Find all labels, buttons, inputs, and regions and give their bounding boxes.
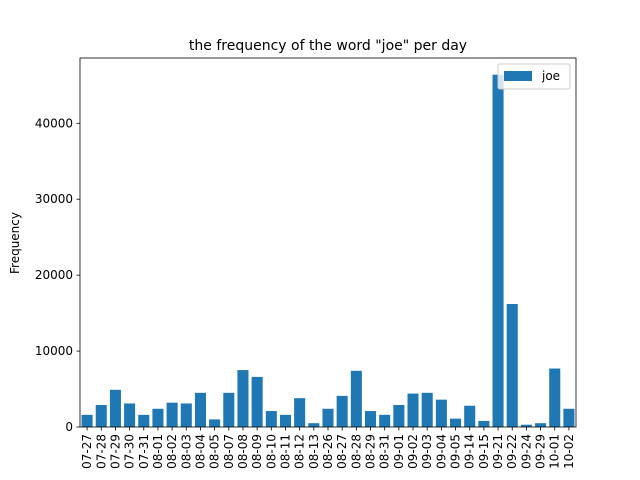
x-tick-label: 09-21 [491,434,505,469]
bar-08-27 [336,395,348,427]
legend-box [497,63,571,90]
y-tick-label: 0 [65,420,73,434]
x-tick-label: 07-29 [108,434,122,469]
legend: joe [497,63,571,90]
x-tick-label: 07-31 [137,434,151,469]
bar-09-02 [407,393,419,427]
x-tick-label: 08-28 [349,434,363,469]
x-tick-label: 09-03 [420,434,434,469]
bar-08-08 [237,370,249,427]
bar-08-09 [251,376,263,427]
x-tick-label: 09-24 [519,434,533,469]
bar-09-15 [478,420,490,427]
x-tick-label: 10-02 [562,434,576,469]
bar-08-28 [350,370,362,427]
bar-08-03 [180,403,192,427]
x-tick-label: 08-09 [250,434,264,469]
x-tick-label: 08-05 [208,434,222,469]
bar-09-21 [492,74,504,427]
x-tick-label: 07-30 [123,434,137,469]
bar-09-01 [393,404,405,427]
x-ticks-group: 07-27 07-28 07-29 07-30 07-31 08-01 08-02 08-03… [80,427,576,469]
bar-09-04 [435,399,447,427]
x-tick-label: 09-04 [434,434,448,469]
x-tick-label: 08-07 [222,434,236,469]
legend-label-joe: joe [541,69,560,83]
bar-08-05 [209,419,221,427]
y-ticks-group: 0 10000 20000 30000 40000 [35,116,80,434]
x-tick-label: 09-14 [463,434,477,469]
x-tick-label: 08-12 [293,434,307,469]
bar-10-02 [563,408,575,427]
bar-08-29 [364,411,377,427]
x-tick-label: 09-29 [534,434,548,469]
bar-09-24 [520,424,532,427]
bar-09-29 [535,423,547,427]
y-tick-label: 30000 [35,192,73,206]
x-tick-label: 10-01 [548,434,562,469]
x-tick-label: 08-13 [307,434,321,469]
x-tick-label: 08-27 [335,434,349,469]
y-tick-label: 20000 [35,268,73,282]
bar-09-03 [421,392,433,427]
bar-08-11 [279,414,292,427]
x-tick-label: 08-26 [321,434,335,469]
bar-08-10 [265,411,277,427]
bar-09-14 [464,405,476,427]
bar-08-04 [194,392,206,427]
x-tick-label: 09-15 [477,434,491,469]
bar-08-01 [152,408,164,427]
bar-09-22 [506,304,518,427]
bar-08-31 [379,414,391,427]
chart-title: the frequency of the word "joe" per day [189,38,467,54]
x-tick-label: 08-29 [364,434,378,469]
bars-group [81,74,575,427]
x-tick-label: 09-22 [505,434,519,469]
bar-07-27 [81,414,93,427]
x-tick-label: 08-03 [179,434,193,469]
bar-08-13 [308,423,320,427]
x-tick-label: 08-02 [165,434,179,469]
bar-07-29 [109,389,121,427]
x-tick-label: 08-31 [378,434,392,469]
legend-swatch [504,71,532,81]
x-tick-label: 09-02 [406,434,420,469]
bar-08-26 [322,408,334,427]
bar-08-12 [294,398,306,427]
x-tick-label: 07-28 [94,434,108,469]
x-tick-label: 09-05 [449,434,463,469]
bar-08-07 [223,392,235,427]
x-tick-label: 07-27 [80,434,94,469]
x-tick-label: 08-11 [278,434,292,469]
bar-10-01 [549,368,561,427]
x-tick-label: 08-10 [264,434,278,469]
bar-07-31 [138,414,150,427]
y-tick-label: 40000 [35,116,73,130]
bar-07-28 [95,404,107,427]
bar-09-05 [450,418,462,427]
y-axis-label: Frequency [8,212,22,274]
bar-07-30 [124,403,136,427]
x-tick-label: 08-01 [151,434,165,469]
bar-08-02 [166,402,178,427]
x-tick-label: 08-04 [193,434,207,469]
x-tick-label: 09-01 [392,434,406,469]
y-tick-label: 10000 [35,344,73,358]
x-tick-label: 08-08 [236,434,250,469]
plot-frame [79,57,577,428]
